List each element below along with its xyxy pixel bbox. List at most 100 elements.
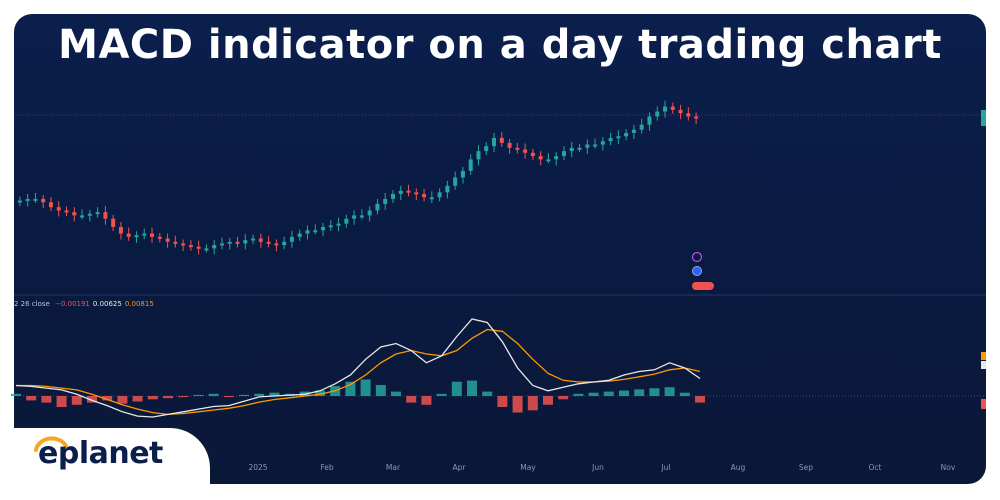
candle — [243, 240, 248, 244]
histogram-bar — [26, 396, 37, 401]
histogram-bar — [497, 396, 508, 407]
macd-tag — [981, 399, 986, 409]
histogram-bar — [41, 396, 52, 403]
candle — [359, 215, 364, 218]
histogram-bar — [634, 389, 645, 396]
x-tick-label: Aug — [731, 463, 746, 472]
histogram-bar — [375, 385, 386, 396]
histogram-bar — [269, 392, 280, 396]
candle — [313, 230, 318, 233]
x-tick-label: Feb — [320, 463, 334, 472]
candle — [476, 151, 481, 160]
candle — [181, 243, 186, 246]
indicator-value: 0.00625 — [93, 300, 122, 308]
histogram-bar — [11, 393, 21, 396]
indicator-label: 2 26 close — [14, 300, 52, 308]
candle — [460, 170, 465, 178]
brand-logo: eplanet — [14, 428, 210, 486]
histogram-bar — [315, 390, 325, 396]
x-tick-label: 2025 — [248, 463, 267, 472]
candle — [468, 159, 473, 171]
candle — [80, 215, 85, 218]
candle — [515, 147, 520, 150]
event-marker-icon — [692, 266, 702, 276]
histogram-bar — [239, 394, 249, 396]
candle — [414, 192, 419, 195]
candle — [41, 198, 46, 203]
histogram-bar — [588, 392, 599, 396]
candle — [538, 156, 543, 160]
x-tick-label: Jul — [660, 463, 670, 472]
candle — [235, 241, 240, 244]
candle — [134, 235, 139, 238]
candle — [390, 193, 395, 199]
x-tick-label: Nov — [941, 463, 956, 472]
histogram-bar — [360, 379, 371, 396]
candle — [150, 233, 155, 237]
candle — [507, 142, 512, 148]
candle — [274, 243, 279, 246]
macd-line — [15, 318, 701, 418]
histogram-bar — [223, 396, 234, 398]
candle — [670, 106, 675, 110]
candle — [251, 238, 256, 241]
macd-tag — [981, 352, 986, 360]
histogram-bar — [543, 396, 553, 405]
histogram-bar — [451, 381, 462, 396]
histogram-bar — [391, 391, 401, 396]
logo-text: eplanet — [38, 436, 163, 471]
candle — [219, 243, 224, 246]
candle — [212, 245, 217, 249]
x-tick-label: Mar — [386, 463, 401, 472]
candle — [422, 193, 427, 198]
histogram-bar — [87, 396, 97, 403]
candle — [142, 233, 147, 236]
candle — [484, 146, 489, 152]
candle — [686, 113, 691, 117]
histogram-bar — [147, 396, 158, 400]
histogram-bar — [603, 391, 614, 396]
histogram-bar — [163, 396, 173, 399]
candle — [188, 245, 193, 248]
candle — [663, 106, 668, 112]
candle — [56, 207, 61, 211]
candle — [328, 225, 333, 228]
price-candles — [17, 100, 699, 255]
candle — [600, 141, 605, 145]
candle — [375, 203, 380, 211]
candle — [282, 241, 287, 246]
candle — [577, 147, 582, 150]
candle — [367, 210, 372, 216]
histogram-bar — [56, 396, 67, 407]
candle — [352, 215, 357, 219]
histogram-bar — [102, 396, 113, 401]
candle — [111, 218, 116, 227]
histogram-bar — [527, 396, 538, 411]
x-tick-label: May — [520, 463, 536, 472]
logo-arc-icon — [34, 436, 68, 452]
candle — [569, 147, 574, 152]
candle — [72, 212, 77, 216]
page-title: MACD indicator on a day trading chart — [58, 22, 942, 68]
candle — [678, 109, 683, 114]
candle — [655, 111, 660, 117]
candle — [406, 190, 411, 193]
histogram-bar — [482, 391, 493, 396]
candle — [103, 212, 108, 219]
candle — [48, 202, 53, 208]
event-marker-icon — [692, 282, 714, 290]
candle — [173, 241, 178, 244]
candle — [492, 137, 497, 147]
x-tick-label: Oct — [869, 463, 882, 472]
candle — [196, 246, 201, 249]
candle — [523, 149, 528, 153]
histogram-bar — [664, 387, 675, 396]
candle — [398, 190, 403, 194]
candle — [157, 236, 162, 239]
candle — [694, 116, 699, 119]
candle — [33, 198, 38, 201]
histogram-bar — [619, 390, 629, 396]
candle — [554, 156, 559, 160]
candle — [204, 248, 209, 251]
